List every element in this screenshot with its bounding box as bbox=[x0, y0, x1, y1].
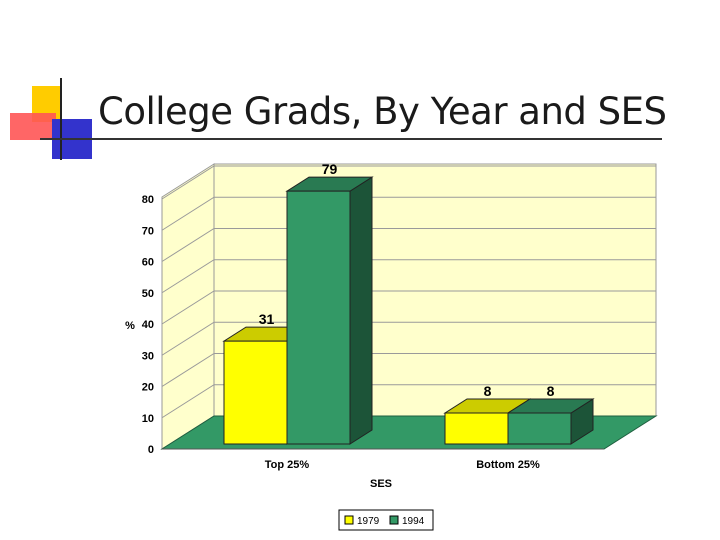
gridline bbox=[161, 165, 656, 200]
gridline bbox=[161, 321, 656, 356]
legend-label: 1994 bbox=[402, 516, 425, 527]
x-axis-title: SES bbox=[370, 478, 392, 490]
data-label: 79 bbox=[322, 161, 338, 177]
gridline bbox=[161, 228, 656, 262]
y-tick-label: 70 bbox=[142, 225, 154, 237]
x-tick-label: Bottom 25% bbox=[476, 459, 540, 471]
title-underline bbox=[40, 138, 662, 140]
legend-label: 1979 bbox=[357, 516, 380, 527]
data-label: 8 bbox=[547, 383, 555, 399]
y-tick-label: 80 bbox=[142, 194, 154, 206]
y-tick-label: 20 bbox=[142, 382, 154, 394]
y-tick-label: 10 bbox=[142, 413, 154, 425]
bar bbox=[286, 190, 351, 445]
y-axis-title: % bbox=[125, 320, 135, 332]
gridline bbox=[161, 259, 656, 294]
legend-box bbox=[338, 509, 434, 531]
x-tick-label: Top 25% bbox=[265, 459, 310, 471]
gridline bbox=[161, 353, 656, 387]
legend-swatch bbox=[389, 515, 399, 525]
y-tick-label: 50 bbox=[142, 288, 154, 300]
gridline bbox=[161, 196, 656, 231]
y-tick-label: 0 bbox=[148, 444, 154, 456]
deco-red-square bbox=[10, 113, 56, 140]
slide-title: College Grads, By Year and SES bbox=[98, 90, 667, 133]
data-label: 8 bbox=[484, 383, 492, 399]
gridline bbox=[161, 384, 656, 419]
gridline bbox=[161, 290, 656, 325]
y-tick-label: 40 bbox=[142, 319, 154, 331]
bar bbox=[507, 412, 572, 445]
chart-side-wall bbox=[161, 163, 215, 450]
bar bbox=[444, 412, 509, 445]
bar bbox=[223, 340, 288, 445]
y-tick-label: 30 bbox=[142, 350, 154, 362]
bar-side bbox=[349, 176, 373, 445]
y-tick-label: 60 bbox=[142, 257, 154, 269]
data-label: 31 bbox=[259, 311, 275, 327]
legend-swatch bbox=[344, 515, 354, 525]
